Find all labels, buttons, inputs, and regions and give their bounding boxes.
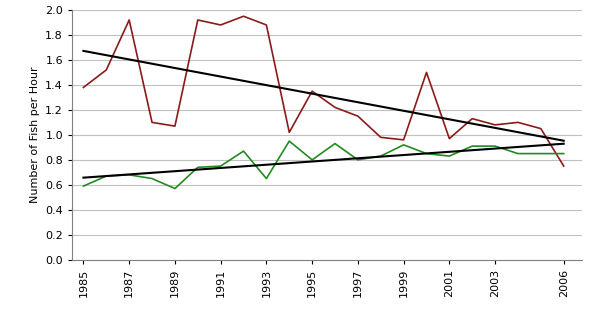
Y-axis label: Number of Fish per Hour: Number of Fish per Hour — [29, 67, 40, 203]
